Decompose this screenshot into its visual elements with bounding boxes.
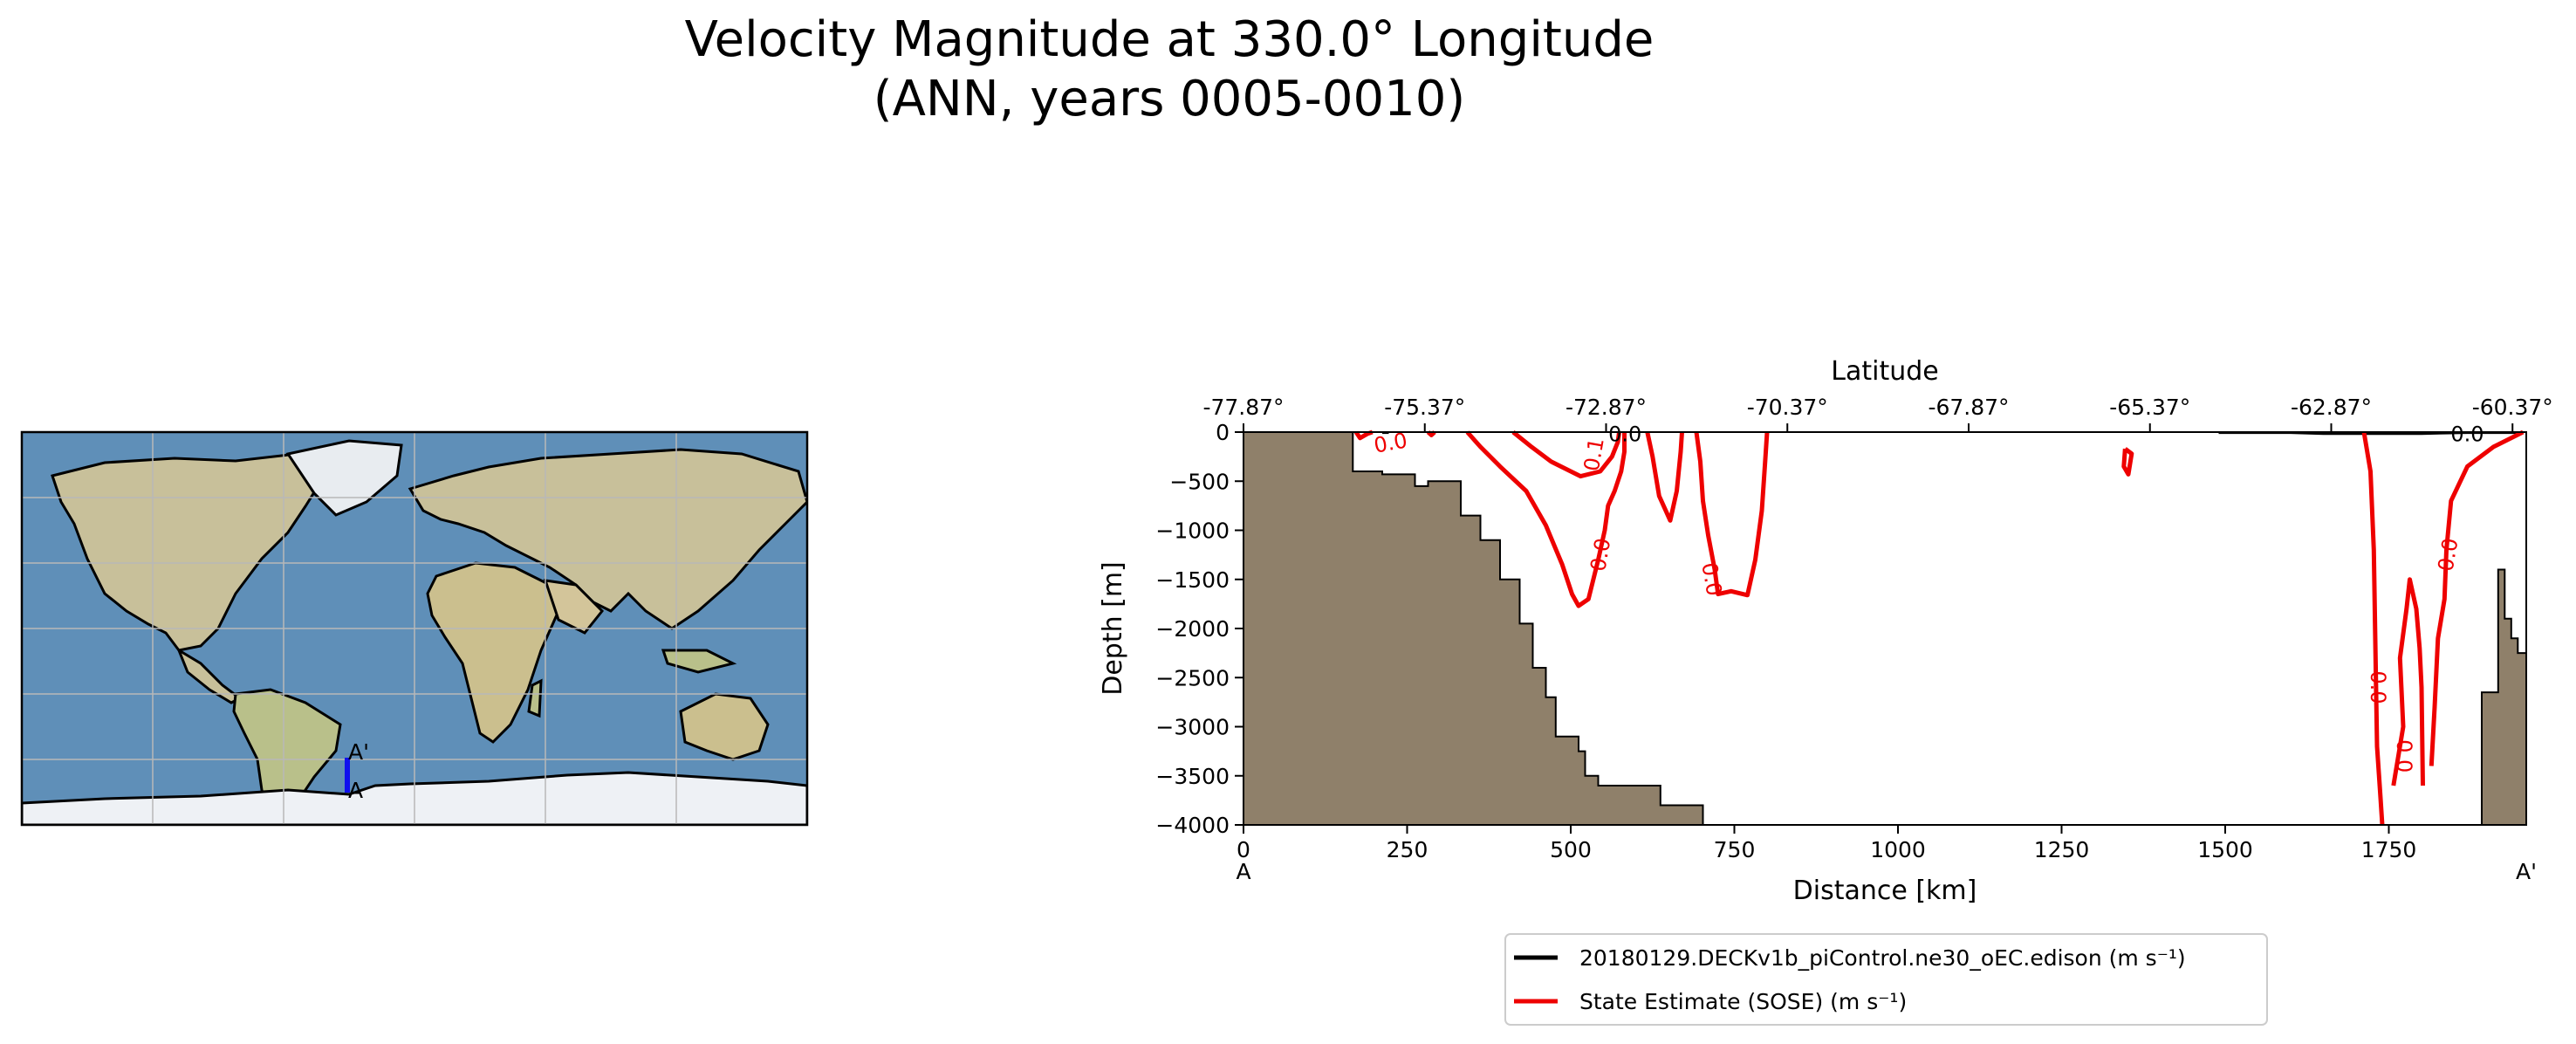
y-tick-label: −3000 [1155,715,1230,740]
plot-area: 0.0 0.10.00.00.00.00.00.0 0.0 [1243,422,2527,826]
top-axis-label: Latitude [1831,356,1938,387]
sose-contour-label: 0.0 [1372,428,1408,457]
y-axis-label: Depth [m] [1098,561,1128,696]
sose-contour-3 [1511,430,1621,479]
x-axis-ticks: 0 250 500 750 1000 1250 1500 1750 [1237,825,2416,862]
x-tick-label: 1750 [2361,837,2417,862]
transect-label-start: A [348,778,363,803]
top-tick-label: -67.87° [1928,395,2009,420]
x-end-label-a-prime: A' [2516,859,2537,884]
legend-label-model: 20180129.DECKv1b_piControl.ne30_oEC.edis… [1579,945,2186,971]
x-end-label-a: A [1236,859,1250,884]
y-tick-label: −1500 [1155,567,1230,593]
y-tick-label: −2500 [1155,665,1230,690]
arabia [543,579,605,635]
title-line-2: (ANN, years 0005-0010) [873,71,1466,127]
legend-label-sose: State Estimate (SOSE) (m s⁻¹) [1579,989,1907,1014]
x-axis-label: Distance [km] [1793,876,1977,906]
sose-contour-label: 0.0 [2366,670,2390,704]
y-tick-label: −3500 [1155,764,1230,789]
sose-contour-6 [2121,447,2134,477]
bathymetry-layer [1243,431,2527,826]
legend: 20180129.DECKv1b_piControl.ne30_oEC.edis… [1504,933,2268,1026]
model-contour-label: 0.0 [2450,422,2484,446]
top-tick-label: -70.37° [1747,395,1828,420]
greenland [285,439,403,517]
australia [679,692,770,761]
sose-contour-label: 0.0 [1586,536,1615,573]
madagascar [527,678,543,718]
bathymetry-right [2481,568,2527,826]
model-contour-label: 0.0 [1608,422,1641,446]
legend-box [1504,933,2268,1026]
x-tick-label: 1500 [2197,837,2253,862]
sose-contour-label: 0.0 [2433,536,2463,573]
sose-contour-9 [2429,429,2525,766]
x-tick-label: 500 [1550,837,1592,862]
sose-contour-1 [1426,430,1436,437]
sose-contour-0 [1353,429,1374,441]
contour-layer [1353,429,2525,826]
map-graticule [22,432,807,825]
y-tick-label: 0 [1216,420,1230,445]
top-tick-label: -72.87° [1565,395,1647,420]
africa [426,561,560,744]
sose-contour-label: 0.0 [1696,560,1726,597]
sose-contour-label: 0.0 [2392,739,2416,773]
figure-title: Velocity Magnitude at 330.0° Longitude (… [0,10,2339,129]
x-tick-label: 1000 [1870,837,1926,862]
top-tick-label: -65.37° [2109,395,2190,420]
top-tick-label: -75.37° [1384,395,1465,420]
top-axis-ticks: -77.87° -75.37° -72.87° -70.37° -67.87° -65.3… [1202,395,2553,432]
x-tick-label: 0 [1237,837,1250,862]
top-tick-label: -77.87° [1202,395,1284,420]
y-axis-ticks: 0 −500 −1000 −1500 −2000 −2500 −3000 −3500 −4000 [1155,420,1243,838]
map-body [22,432,807,825]
y-tick-label: −1000 [1155,519,1230,544]
y-tick-label: −4000 [1155,813,1230,838]
x-tick-label: 1250 [2034,837,2090,862]
map-frame [20,430,809,827]
x-tick-label: 250 [1387,837,1428,862]
y-tick-label: −2000 [1155,616,1230,642]
x-tick-label: 750 [1714,837,1756,862]
indonesia [661,649,737,674]
top-tick-label: -62.87° [2291,395,2372,420]
sose-contour-5 [1694,431,1770,598]
sose-contour-7 [2361,431,2385,826]
top-tick-label: -60.37° [2472,395,2553,420]
y-tick-label: −500 [1169,469,1230,494]
sose-contour-8 [2391,577,2425,786]
transect-label-end: A' [348,739,369,765]
bathymetry-left [1243,431,1704,826]
sose-contour-label: 0.1 [1579,436,1609,472]
sose-contour-2 [1465,430,1627,608]
sose-contour-4 [1645,431,1684,523]
title-line-1: Velocity Magnitude at 330.0° Longitude [684,11,1655,68]
contour-label-layer: 0.0 0.10.00.00.00.00.00.0 0.0 [1372,422,2484,773]
